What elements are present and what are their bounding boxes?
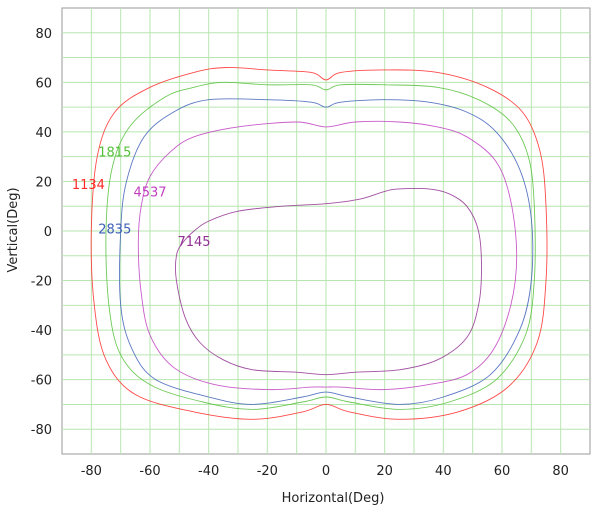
series-labels: 1134 1815 2835 4537 7145 [72, 146, 211, 250]
x-tick-label: -60 [139, 464, 160, 479]
x-tick-label: 20 [376, 464, 393, 479]
contour-label-1815: 1815 [98, 146, 131, 161]
contour-label-7145: 7145 [177, 235, 210, 250]
contour-line-2835 [119, 98, 534, 405]
y-tick-label: 80 [35, 27, 52, 42]
x-tick-label: -40 [198, 464, 219, 479]
x-tick-label: 80 [552, 464, 569, 479]
x-tick-label: -80 [81, 464, 102, 479]
x-axis-label: Horizontal(Deg) [282, 491, 385, 506]
series-layer [90, 67, 548, 420]
y-tick-label: 60 [35, 76, 52, 91]
contour-label-2835: 2835 [98, 223, 131, 238]
contour-label-1134: 1134 [72, 178, 105, 193]
x-tick-label: 60 [494, 464, 511, 479]
y-tick-label: -40 [31, 324, 52, 339]
contour-label-4537: 4537 [133, 185, 166, 200]
x-tick-label: 40 [435, 464, 452, 479]
y-tick-labels: 80 60 40 20 0 -20 -40 -60 -80 [31, 27, 52, 438]
contour-line-7145 [175, 187, 482, 376]
x-tick-label: 0 [322, 464, 330, 479]
y-tick-label: 40 [35, 126, 52, 141]
y-axis-label: Vertical(Deg) [6, 187, 21, 272]
y-tick-label: 20 [35, 175, 52, 190]
y-tick-label: -20 [31, 275, 52, 290]
x-tick-label: -20 [257, 464, 278, 479]
y-tick-label: 0 [44, 225, 52, 240]
x-tick-labels: -80 -60 -40 -20 0 20 40 60 80 [81, 464, 569, 479]
contour-line-4537 [137, 120, 518, 391]
contour-line-1815 [105, 81, 536, 410]
contour-line-1134 [90, 67, 548, 420]
y-tick-label: -80 [31, 423, 52, 438]
y-tick-label: -60 [31, 374, 52, 389]
